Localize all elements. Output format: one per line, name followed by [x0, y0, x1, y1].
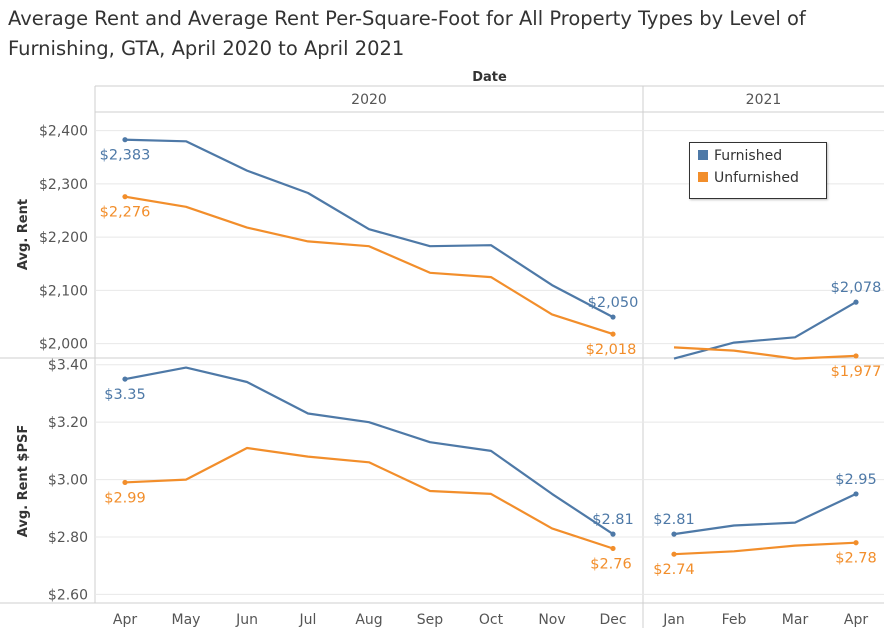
column-header: Date [472, 70, 507, 85]
legend-item-furnished: Furnished [698, 148, 782, 164]
x-tick-label-2020-apr: Apr [113, 612, 137, 628]
y-tick-label-p2-3: $3.20 [48, 415, 88, 431]
data-label-p2-0: $3.35 [104, 387, 146, 403]
line-unfurnished-2020-p2 [124, 446, 614, 550]
y-tick-label-p1-1: $2,100 [39, 283, 88, 299]
line-unfurnished-2020-p1 [124, 195, 614, 336]
data-point-p2-0 [122, 376, 128, 382]
data-label-p1-5: $1,977 [831, 364, 882, 380]
data-point-p2-5 [610, 545, 616, 552]
x-tick-label-2020-jul: Jul [299, 612, 317, 628]
data-point-p2-4 [122, 479, 128, 486]
line-unfurnished-2021-p1 [673, 346, 857, 360]
y-tick-label-p1-3: $2,300 [39, 177, 88, 193]
x-tick-label-2021-apr: Apr [844, 612, 868, 628]
data-label-p2-5: $2.76 [590, 556, 632, 572]
x-tick-label-2020-oct: Oct [479, 612, 504, 628]
x-tick-label-2020-sep: Sep [417, 612, 444, 628]
y-tick-label-p2-2: $3.00 [48, 473, 88, 489]
y-axis-title-p1: Avg. Rent [16, 199, 31, 270]
data-point-p1-2 [853, 299, 859, 305]
y-tick-label-p1-2: $2,200 [39, 230, 88, 246]
data-label-p2-3: $2.95 [835, 472, 877, 488]
legend: Furnished Unfurnished [689, 142, 827, 199]
data-point-p2-3 [853, 491, 859, 497]
x-tick-label-2020-jun: Jun [235, 612, 258, 628]
legend-swatch-unfurnished [698, 172, 708, 182]
data-label-p1-2: $2,078 [831, 280, 882, 296]
data-point-p1-3 [122, 194, 128, 200]
chart-title: Average Rent and Average Rent Per-Square… [8, 7, 806, 60]
year-header-2020: 2020 [351, 92, 387, 108]
line-furnished-2020-p1 [124, 138, 614, 319]
x-tick-label-2021-mar: Mar [782, 612, 809, 628]
x-tick-label-2020-may: May [172, 612, 201, 628]
y-axis-title-p2: Avg. Rent $PSF [16, 425, 31, 537]
y-tick-label-p2-4: $3.40 [48, 358, 88, 374]
data-point-p1-0 [122, 137, 128, 143]
x-tick-label-2020-aug: Aug [355, 612, 382, 628]
line-unfurnished-2021-p2 [673, 541, 857, 556]
y-tick-label-p1-0: $2,000 [39, 337, 88, 353]
data-label-p1-0: $2,383 [100, 148, 151, 164]
data-label-p2-6: $2.74 [653, 562, 695, 578]
data-label-p1-4: $2,018 [586, 342, 637, 358]
data-point-p1-5 [853, 353, 859, 359]
y-tick-label-p1-4: $2,400 [39, 124, 88, 140]
legend-label-unfurnished: Unfurnished [714, 170, 799, 186]
data-point-p2-2 [671, 531, 677, 537]
data-point-p1-4 [610, 331, 616, 337]
data-label-p2-1: $2.81 [592, 512, 634, 528]
data-label-p2-7: $2.78 [835, 551, 877, 567]
y-tick-label-p2-0: $2.60 [48, 587, 88, 603]
data-label-p2-2: $2.81 [653, 512, 695, 528]
data-point-p1-1 [610, 314, 616, 320]
x-tick-label-2021-feb: Feb [722, 612, 747, 628]
data-label-p1-1: $2,050 [588, 295, 639, 311]
x-tick-label-2021-jan: Jan [662, 612, 685, 628]
x-tick-label-2020-nov: Nov [538, 612, 565, 628]
y-tick-label-p2-1: $2.80 [48, 530, 88, 546]
data-point-p2-7 [853, 540, 859, 546]
legend-item-unfurnished: Unfurnished [698, 170, 799, 186]
line-furnished-2020-p2 [124, 366, 614, 536]
legend-swatch-furnished [698, 150, 708, 160]
data-point-p2-6 [671, 551, 677, 557]
legend-label-furnished: Furnished [714, 148, 783, 164]
data-label-p2-4: $2.99 [104, 490, 146, 506]
data-label-p1-3: $2,276 [100, 205, 151, 221]
line-furnished-2021-p1 [673, 301, 857, 360]
line-furnished-2021-p2 [673, 492, 857, 536]
year-header-2021: 2021 [746, 92, 782, 108]
x-tick-label-2020-dec: Dec [599, 612, 626, 628]
data-point-p2-1 [610, 531, 616, 537]
